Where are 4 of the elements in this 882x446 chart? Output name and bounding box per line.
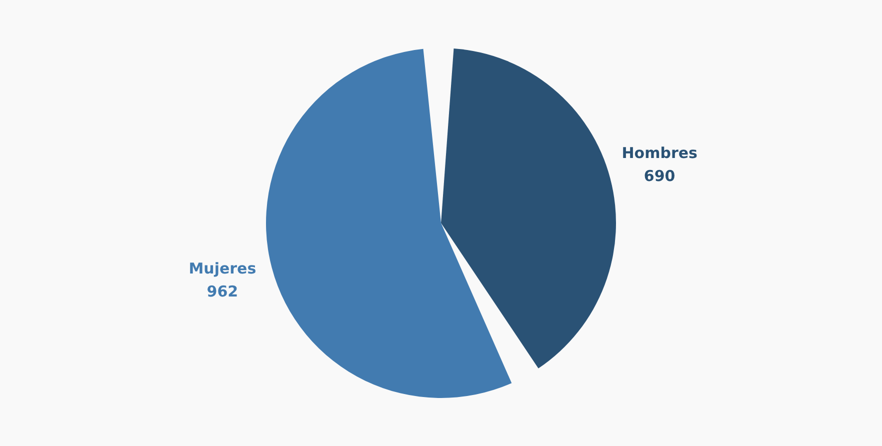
slice-label: Hombres bbox=[622, 144, 698, 162]
slice-label: Mujeres bbox=[188, 260, 256, 278]
data-label: 962 bbox=[206, 282, 238, 301]
data-label: 690 bbox=[644, 167, 676, 186]
